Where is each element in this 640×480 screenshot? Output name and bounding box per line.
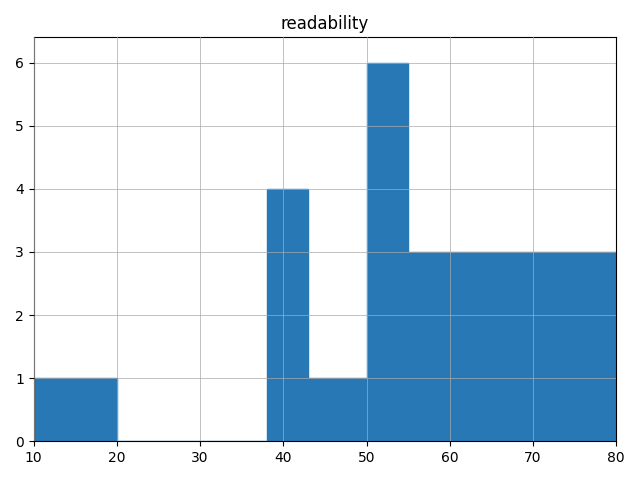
Bar [267,189,308,441]
Bar [533,252,616,441]
Title: readability: readability [281,15,369,33]
Bar [367,62,408,441]
Bar [33,378,117,441]
Bar [408,252,450,441]
Bar [450,252,533,441]
Bar [308,378,367,441]
